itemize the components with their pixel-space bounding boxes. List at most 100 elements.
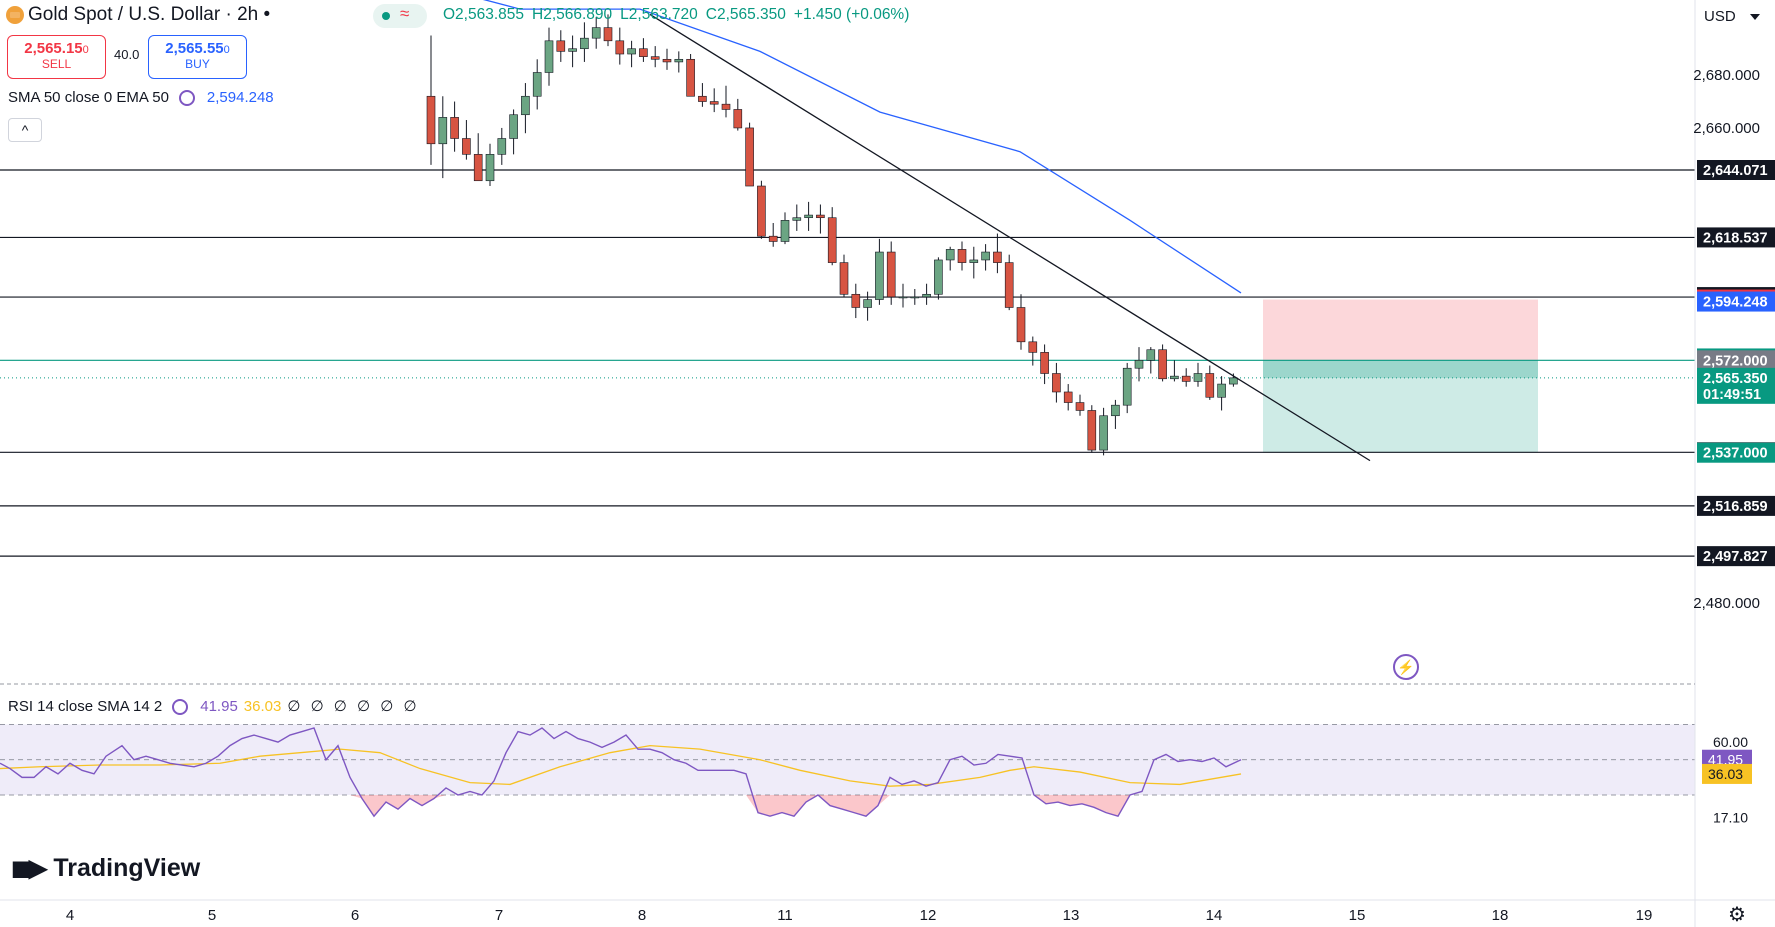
candle-body xyxy=(521,95,530,116)
candle-body xyxy=(1016,307,1026,343)
open-pnl-zone xyxy=(1263,360,1538,378)
time-tick-label: 6 xyxy=(351,907,359,924)
price-label-text: 2,644.071 xyxy=(1703,163,1768,179)
candle-body xyxy=(757,185,766,237)
settings-gear-icon[interactable]: ⚙ xyxy=(1728,904,1746,926)
candle-body xyxy=(473,154,483,182)
lightning-icon[interactable]: ⚡ xyxy=(1393,654,1419,680)
candle-body xyxy=(450,117,459,139)
time-tick-label: 4 xyxy=(66,907,74,924)
price-tick-label: 2,480.000 xyxy=(1693,595,1760,612)
rsi-value-badge-text: 41.95 xyxy=(1708,752,1743,768)
symbol-title[interactable]: Gold Spot / U.S. Dollar · 2h • xyxy=(28,4,270,26)
candle-body xyxy=(886,251,896,298)
candle-body xyxy=(721,103,731,110)
candle-body xyxy=(532,72,542,97)
time-tick-label: 14 xyxy=(1206,907,1223,924)
candle-body xyxy=(1087,410,1097,451)
time-tick-label: 15 xyxy=(1349,907,1366,924)
collapse-legend-button[interactable]: ^ xyxy=(8,118,42,142)
candle-body xyxy=(745,127,754,187)
rsi-sma-line xyxy=(0,744,1242,787)
candle-body xyxy=(509,114,518,139)
currency-selector[interactable]: USD xyxy=(1696,4,1772,30)
market-open-dot-icon xyxy=(382,12,390,20)
candle-body xyxy=(686,58,695,97)
candle-body xyxy=(1099,415,1108,451)
title-separator: · xyxy=(225,4,238,25)
candle-body xyxy=(851,293,861,308)
tradingview-logo[interactable]: ◼▶ TradingView xyxy=(11,854,200,883)
candle-body xyxy=(698,95,707,102)
wave-icon: ≈ xyxy=(400,4,410,23)
rsi-line xyxy=(0,727,1242,818)
buy-button[interactable]: 2,565.550 BUY xyxy=(148,35,247,79)
candle-body xyxy=(1122,367,1132,406)
trend-line xyxy=(649,13,1371,462)
high-value: H2,566.890 xyxy=(532,6,613,23)
price-label-badge xyxy=(1697,383,1775,404)
rsi-legend[interactable]: RSI 14 close SMA 14 2 41.95 36.03 ∅ ∅ ∅ ∅ ∅… xyxy=(0,694,426,720)
price-label-text: 2,516.859 xyxy=(1703,499,1768,515)
low-value: L2,563.720 xyxy=(620,6,698,23)
time-tick-label: 12 xyxy=(920,907,937,924)
rsi-legend-label: RSI 14 close SMA 14 2 xyxy=(8,698,163,715)
candle-body xyxy=(556,40,566,52)
candle-body xyxy=(957,249,967,263)
refresh-icon[interactable] xyxy=(172,699,189,716)
price-label-text: 2,572.000 xyxy=(1703,353,1768,369)
time-tick-label: 19 xyxy=(1636,907,1653,924)
symbol-name: Gold Spot / U.S. Dollar xyxy=(28,4,221,25)
candle-body xyxy=(804,214,813,219)
candle-body xyxy=(934,259,943,295)
rsi-oversold-fill xyxy=(0,795,1241,817)
time-tick-label: 5 xyxy=(208,907,216,924)
gold-symbol-icon xyxy=(6,6,24,24)
sell-button[interactable]: 2,565.150 SELL xyxy=(7,35,106,79)
candle-body xyxy=(568,48,577,52)
take-profit-zone xyxy=(1263,360,1538,453)
time-tick-label: 18 xyxy=(1492,907,1509,924)
price-tick-label: 2,660.000 xyxy=(1693,120,1760,137)
candle-body xyxy=(580,37,589,50)
candle-body xyxy=(1217,383,1226,398)
candle-body xyxy=(733,109,743,129)
price-label-text: 2,618.537 xyxy=(1703,230,1768,246)
change-value: +1.450 (+0.06%) xyxy=(793,6,910,23)
price-tick-label: 2,680.000 xyxy=(1693,67,1760,84)
time-tick-label: 11 xyxy=(777,907,793,924)
rsi-value-badge-text: 36.03 xyxy=(1708,766,1743,782)
tradingview-mark-icon: ◼▶ xyxy=(11,855,47,882)
candle-body xyxy=(591,27,601,39)
rsi-tick-label: 60.00 xyxy=(1713,734,1748,750)
sma-legend-label: SMA 50 close 0 EMA 50 xyxy=(8,89,169,106)
interval-label[interactable]: 2h xyxy=(237,4,259,25)
price-label-badge xyxy=(1697,367,1775,388)
rsi-sma-legend-value: 36.03 xyxy=(243,698,282,715)
candle-body xyxy=(544,40,554,73)
candle-body xyxy=(1028,341,1038,353)
time-tick-label: 8 xyxy=(638,907,646,924)
candle-body xyxy=(863,299,872,308)
candle-body xyxy=(639,48,648,57)
sma-legend[interactable]: SMA 50 close 0 EMA 50 2,594.248 xyxy=(8,89,274,107)
candle-body xyxy=(1111,404,1120,417)
candle-body xyxy=(650,56,660,60)
price-label-badge xyxy=(1697,291,1775,312)
open-value: O2,563.855 xyxy=(443,6,525,23)
rsi-tick-label: 17.10 xyxy=(1713,810,1748,826)
candle-body xyxy=(993,251,1002,263)
sma50-line xyxy=(482,0,1242,294)
market-status-toggle[interactable]: ≈ xyxy=(373,4,427,28)
candle-body xyxy=(875,251,884,300)
candle-body xyxy=(1193,373,1203,382)
buy-label: BUY xyxy=(185,57,210,71)
buy-price: 2,565.550 xyxy=(165,40,230,57)
refresh-icon[interactable] xyxy=(178,90,195,107)
price-label-text: 2,565.350 xyxy=(1703,371,1768,387)
price-label-text: 2,497.827 xyxy=(1703,549,1768,565)
price-label-badge xyxy=(1697,546,1775,567)
candle-body xyxy=(627,48,636,55)
candle-body xyxy=(792,217,802,221)
